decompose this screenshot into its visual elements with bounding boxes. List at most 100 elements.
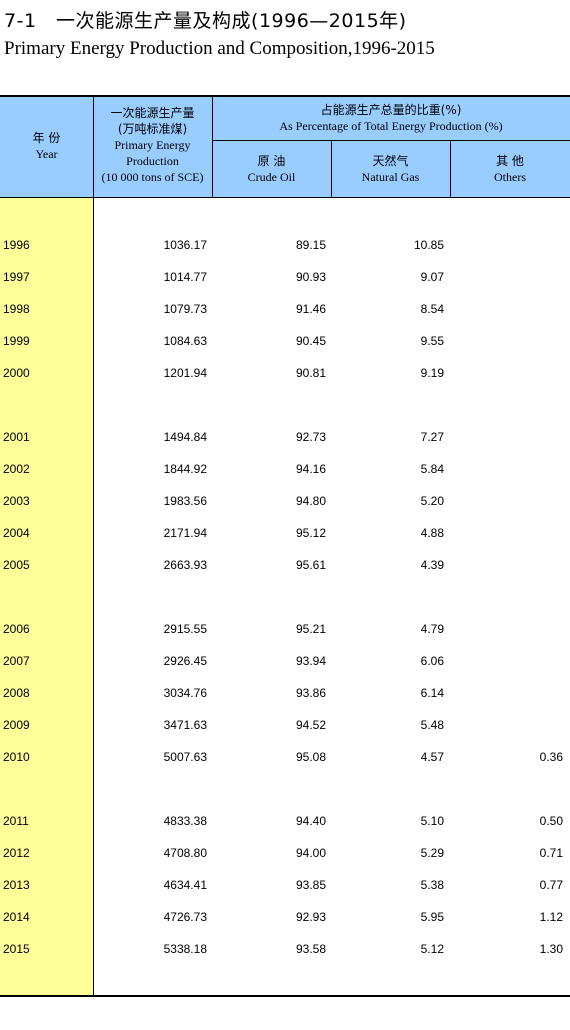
header-production-en2: Production [126,154,179,168]
crude-oil-cell: 94.16 [295,462,326,476]
production-cell: 1014.77 [163,270,207,284]
others-cell: 0.71 [539,846,563,860]
production-cell: 1079.73 [163,302,207,316]
year-cell: 1999 [3,334,30,348]
table-row: 1999 1084.63 90.45 9.55 [0,331,570,351]
production-cell: 4726.73 [163,910,207,924]
table-row: 2012 4708.80 94.00 5.29 0.71 [0,843,570,863]
header-others-cn: 其 他 [496,154,524,168]
table-row: 1997 1014.77 90.93 9.07 [0,267,570,287]
header-percentage-cn: 占能源生产总量的比重(%) [320,103,462,117]
others-cell: 0.36 [539,750,563,764]
crude-oil-cell: 94.00 [295,846,326,860]
crude-oil-cell: 95.61 [295,558,326,572]
year-column-shading [0,198,93,996]
natural-gas-cell: 4.39 [420,558,444,572]
table-header [0,97,570,197]
header-percentage-en: As Percentage of Total Energy Production… [279,119,503,133]
natural-gas-cell: 5.10 [420,814,444,828]
year-cell: 2004 [3,526,30,540]
others-cell: 1.30 [539,942,563,956]
natural-gas-cell: 9.55 [420,334,444,348]
natural-gas-cell: 4.57 [420,750,444,764]
crude-oil-cell: 95.12 [295,526,326,540]
table-row: 2008 3034.76 93.86 6.14 [0,683,570,703]
year-cell: 2009 [3,718,30,732]
natural-gas-cell: 5.29 [420,846,444,860]
header-year-cn: 年 份 [32,131,61,145]
production-cell: 5007.63 [163,750,207,764]
table-row: 2007 2926.45 93.94 6.06 [0,651,570,671]
table-row: 2009 3471.63 94.52 5.48 [0,715,570,735]
crude-oil-cell: 94.52 [295,718,326,732]
table-row: 2006 2915.55 95.21 4.79 [0,619,570,639]
year-cell: 1997 [3,270,30,284]
others-cell: 0.50 [539,814,563,828]
header-natural-gas: 天然气 Natural Gas [331,153,450,185]
others-cell: 0.77 [539,878,563,892]
production-cell: 2663.93 [163,558,207,572]
production-cell: 2926.45 [163,654,207,668]
header-divider [212,140,570,141]
year-cell: 2007 [3,654,30,668]
header-natural-gas-cn: 天然气 [372,154,409,168]
table-row: 2010 5007.63 95.08 4.57 0.36 [0,747,570,767]
table-row: 2004 2171.94 95.12 4.88 [0,523,570,543]
header-divider [93,97,94,197]
year-cell: 2014 [3,910,30,924]
header-others: 其 他 Others [450,153,570,185]
crude-oil-cell: 93.58 [295,942,326,956]
year-cell: 2012 [3,846,30,860]
header-year-en: Year [35,147,58,161]
production-cell: 1084.63 [163,334,207,348]
header-production-en3: (10 000 tons of SCE) [101,170,204,184]
year-cell: 2000 [3,366,30,380]
crude-oil-cell: 93.86 [295,686,326,700]
table-bottom-rule [0,995,570,997]
production-cell: 1036.17 [163,238,207,252]
crude-oil-cell: 91.46 [295,302,326,316]
table-row: 2005 2663.93 95.61 4.39 [0,555,570,575]
production-cell: 4634.41 [163,878,207,892]
crude-oil-cell: 94.80 [295,494,326,508]
header-production-cn1: 一次能源生产量 [110,106,195,120]
crude-oil-cell: 90.45 [295,334,326,348]
production-cell: 1201.94 [163,366,207,380]
crude-oil-cell: 93.94 [295,654,326,668]
natural-gas-cell: 4.88 [420,526,444,540]
year-cell: 2005 [3,558,30,572]
header-natural-gas-en: Natural Gas [361,170,420,184]
header-bottom-rule [0,197,570,198]
table-row: 2015 5338.18 93.58 5.12 1.30 [0,939,570,959]
production-cell: 3034.76 [163,686,207,700]
table-row: 2003 1983.56 94.80 5.20 [0,491,570,511]
table-row: 1998 1079.73 91.46 8.54 [0,299,570,319]
table-top-rule [0,95,570,97]
year-cell: 2006 [3,622,30,636]
table-row: 2011 4833.38 94.40 5.10 0.50 [0,811,570,831]
crude-oil-cell: 94.40 [295,814,326,828]
natural-gas-cell: 5.95 [420,910,444,924]
header-crude-oil-en: Crude Oil [247,170,296,184]
header-percentage: 占能源生产总量的比重(%) As Percentage of Total Ene… [212,102,570,134]
year-cell: 2001 [3,430,30,444]
natural-gas-cell: 7.27 [420,430,444,444]
natural-gas-cell: 4.79 [420,622,444,636]
year-cell: 1998 [3,302,30,316]
year-cell: 2013 [3,878,30,892]
page-title-en: Primary Energy Production and Compositio… [4,38,435,59]
production-cell: 4833.38 [163,814,207,828]
year-cell: 2015 [3,942,30,956]
natural-gas-cell: 8.54 [420,302,444,316]
crude-oil-cell: 95.21 [295,622,326,636]
production-cell: 1844.92 [163,462,207,476]
others-cell: 1.12 [539,910,563,924]
natural-gas-cell: 5.48 [420,718,444,732]
natural-gas-cell: 5.38 [420,878,444,892]
crude-oil-cell: 95.08 [295,750,326,764]
header-crude-oil: 原 油 Crude Oil [212,153,331,185]
header-production: 一次能源生产量 (万吨标准煤) Primary Energy Productio… [93,105,212,185]
production-cell: 1983.56 [163,494,207,508]
natural-gas-cell: 9.19 [420,366,444,380]
header-others-en: Others [494,170,526,184]
